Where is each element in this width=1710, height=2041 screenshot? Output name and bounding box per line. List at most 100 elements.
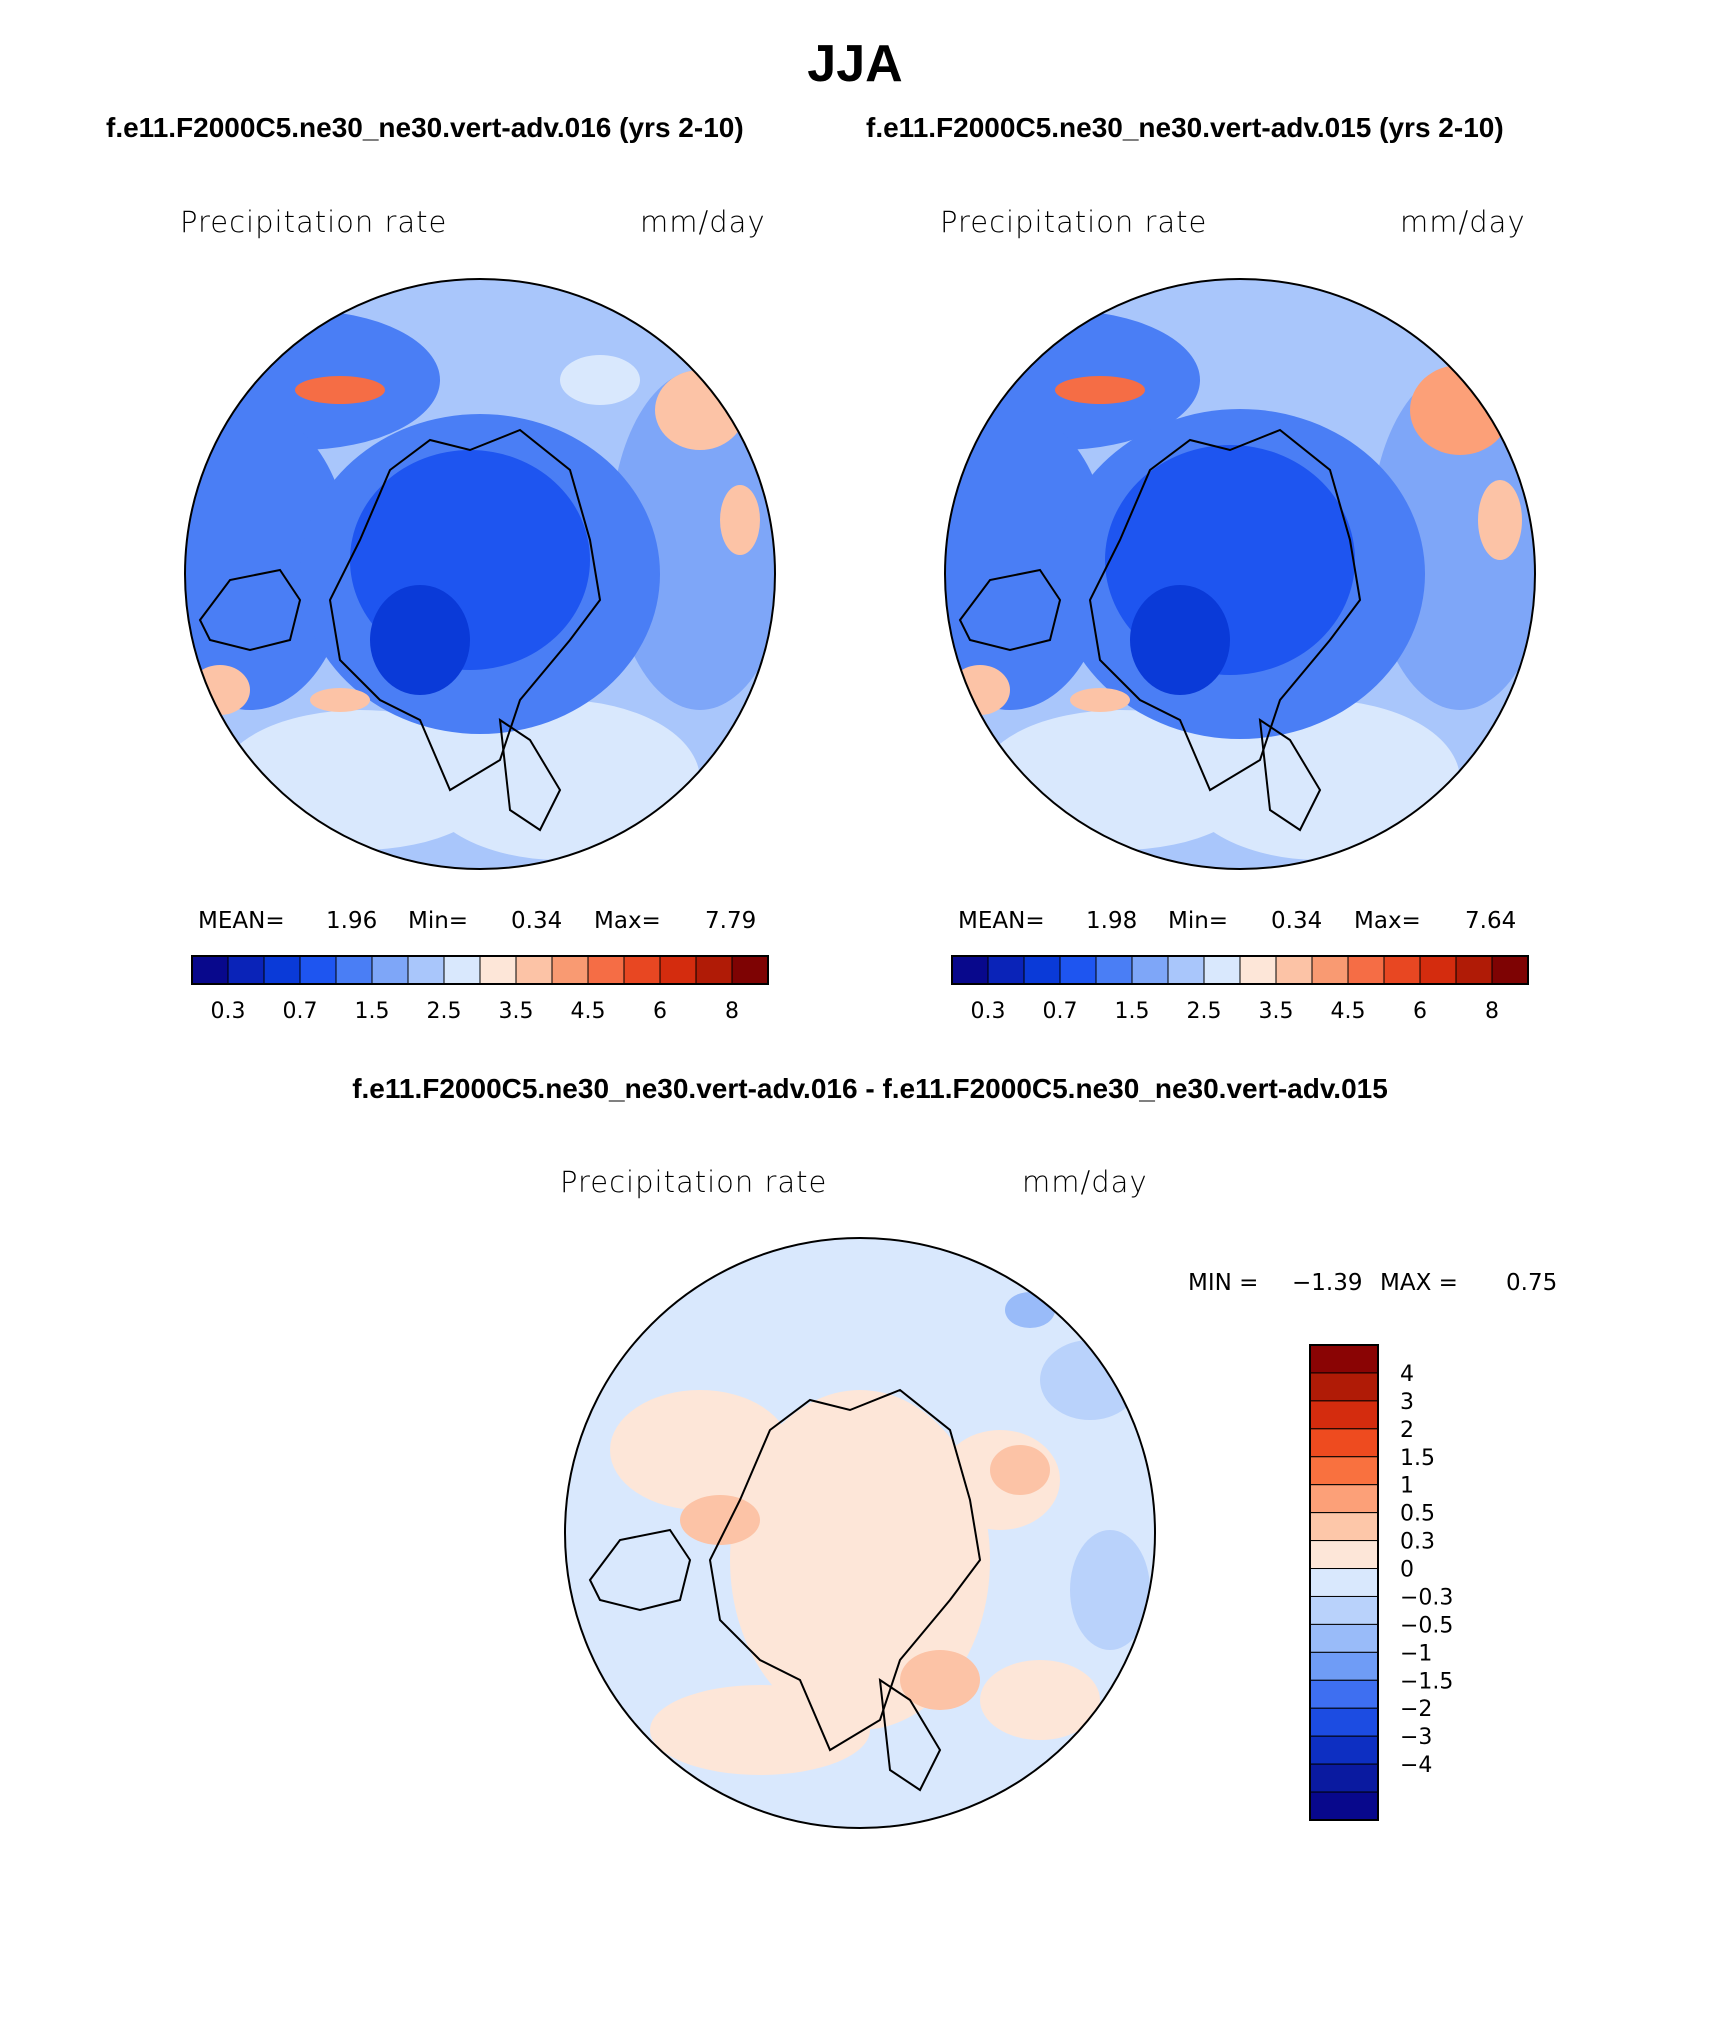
colorbar-right-frame: [951, 955, 1529, 985]
colorbar-right-swatch: [1275, 955, 1313, 985]
colorbar-difference-swatch: [1309, 1735, 1379, 1765]
colorbar-difference-tick-label: −4: [1400, 1753, 1432, 1778]
colorbar-difference-tick-label: 0: [1400, 1558, 1414, 1583]
right-variable-label: Precipitation rate: [940, 205, 1208, 239]
colorbar-left-swatch: [371, 955, 409, 985]
colorbar-difference-swatch: [1309, 1540, 1379, 1570]
colorbar-left-tick-label: 0.3: [211, 999, 246, 1024]
left-units-label: mm/day: [640, 205, 766, 239]
colorbar-difference-swatch: [1309, 1595, 1379, 1625]
right-units-label: mm/day: [1400, 205, 1526, 239]
colorbar-difference-swatch: [1309, 1456, 1379, 1486]
colorbar-difference-swatch: [1309, 1623, 1379, 1653]
colorbar-difference-tick-label: 1: [1400, 1474, 1414, 1499]
map-right-015: [945, 279, 1535, 869]
map-left-border: [184, 278, 776, 870]
colorbar-left-tick-label: 6: [653, 999, 667, 1024]
colorbar-left-swatch: [191, 955, 229, 985]
right-max-value: 7.64: [1465, 908, 1517, 934]
map-difference: [565, 1238, 1155, 1828]
map-right-border: [944, 278, 1536, 870]
right-min-label: Min=: [1168, 908, 1229, 934]
colorbar-difference-tick-label: −1.5: [1400, 1669, 1453, 1694]
colorbar-left-swatch: [479, 955, 517, 985]
colorbar-difference-tick-label: 2: [1400, 1418, 1414, 1443]
colorbar-difference-swatch: [1309, 1568, 1379, 1597]
colorbar-right-swatch: [951, 955, 989, 985]
colorbar-difference-swatch: [1309, 1428, 1379, 1458]
colorbar-left: 0.3 0.7 1.5 2.5 3.5 4.5 6 8: [191, 955, 769, 1024]
colorbar-right-tick-label: 4.5: [1331, 999, 1366, 1024]
left-max-value: 7.79: [705, 908, 757, 934]
colorbar-right-tick-label: 0.7: [1043, 999, 1078, 1024]
diff-max-label: MAX =: [1380, 1270, 1458, 1296]
colorbar-difference-tick-label: −0.3: [1400, 1585, 1453, 1610]
colorbar-difference-tick-label: −3: [1400, 1725, 1432, 1750]
colorbar-difference-tick-label: 0.3: [1400, 1530, 1435, 1555]
colorbar-difference-swatch: [1309, 1763, 1379, 1793]
colorbar-left-swatch: [407, 955, 445, 985]
colorbar-left-swatch: [659, 955, 697, 985]
colorbar-right: 0.3 0.7 1.5 2.5 3.5 4.5 6 8: [951, 955, 1529, 1024]
map-left-016: [185, 279, 775, 869]
colorbar-left-swatch: [335, 955, 373, 985]
colorbar-right-swatch: [1491, 955, 1529, 985]
colorbar-difference-swatch: [1309, 1707, 1379, 1737]
difference-title: f.e11.F2000C5.ne30_ne30.vert-adv.016 - f…: [352, 1073, 1388, 1104]
colorbar-right-swatch: [1347, 955, 1385, 985]
colorbar-left-swatch: [263, 955, 301, 985]
colorbar-difference-swatch: [1309, 1791, 1379, 1821]
colorbar-right-swatch: [1059, 955, 1097, 985]
right-mean-label: MEAN=: [958, 908, 1045, 934]
colorbar-difference-tick-label: 3: [1400, 1390, 1414, 1415]
colorbar-difference-swatch: [1309, 1484, 1379, 1514]
colorbar-difference: 4 3 2 1.5 1 0.5 0.3 0−0.3 −0.5 −1 −1.5 −2 −3 −4: [1309, 1344, 1453, 1821]
colorbar-left-swatch: [731, 955, 769, 985]
colorbar-left-tick-label: 2.5: [427, 999, 462, 1024]
right-max-label: Max=: [1354, 908, 1421, 934]
diff-variable-label: Precipitation rate: [560, 1165, 828, 1199]
colorbar-right-swatch: [1203, 955, 1241, 985]
left-min-label: Min=: [408, 908, 469, 934]
colorbar-right-swatch: [1023, 955, 1061, 985]
colorbar-left-tick-label: 0.7: [283, 999, 318, 1024]
right-min-value: 0.34: [1271, 908, 1323, 934]
colorbar-left-tick-label: 8: [725, 999, 739, 1024]
colorbar-difference-swatch: [1309, 1679, 1379, 1709]
colorbar-left-tick-label: 3.5: [499, 999, 534, 1024]
map-difference-border: [564, 1237, 1156, 1829]
colorbar-difference-tick-label: −2: [1400, 1697, 1432, 1722]
colorbar-right-tick-label: 0.3: [971, 999, 1006, 1024]
diff-min-value: −1.39: [1292, 1270, 1363, 1296]
colorbar-difference-swatch: [1309, 1512, 1379, 1542]
season-title: JJA: [807, 35, 903, 93]
colorbar-difference-swatch: [1309, 1651, 1379, 1681]
colorbar-right-tick-label: 6: [1413, 999, 1427, 1024]
left-max-label: Max=: [594, 908, 661, 934]
colorbar-right-swatch: [1419, 955, 1457, 985]
left-mean-label: MEAN=: [198, 908, 285, 934]
colorbar-right-tick-label: 2.5: [1187, 999, 1222, 1024]
right-case-title: f.e11.F2000C5.ne30_ne30.vert-adv.015 (yr…: [866, 112, 1504, 143]
diff-max-value: 0.75: [1506, 1270, 1558, 1296]
colorbar-left-swatch: [623, 955, 661, 985]
colorbar-left-swatch: [227, 955, 265, 985]
colorbar-difference-tick-label: 0.5: [1400, 1502, 1435, 1527]
colorbar-difference-swatch: [1309, 1372, 1379, 1402]
colorbar-right-swatch: [1239, 955, 1277, 985]
left-mean-value: 1.96: [326, 908, 378, 934]
left-variable-label: Precipitation rate: [180, 205, 448, 239]
colorbar-left-swatch: [443, 955, 481, 985]
colorbar-left-swatch: [551, 955, 589, 985]
left-min-value: 0.34: [511, 908, 563, 934]
colorbar-difference-swatch: [1309, 1344, 1379, 1374]
left-case-title: f.e11.F2000C5.ne30_ne30.vert-adv.016 (yr…: [106, 112, 744, 143]
colorbar-difference-tick-label: −1: [1400, 1641, 1432, 1666]
colorbar-right-tick-label: 1.5: [1115, 999, 1150, 1024]
colorbar-left-swatch: [695, 955, 733, 985]
colorbar-right-swatch: [1311, 955, 1349, 985]
colorbar-right-tick-label: 3.5: [1259, 999, 1294, 1024]
colorbar-left-frame: [191, 955, 769, 985]
colorbar-difference-swatch: [1309, 1400, 1379, 1430]
